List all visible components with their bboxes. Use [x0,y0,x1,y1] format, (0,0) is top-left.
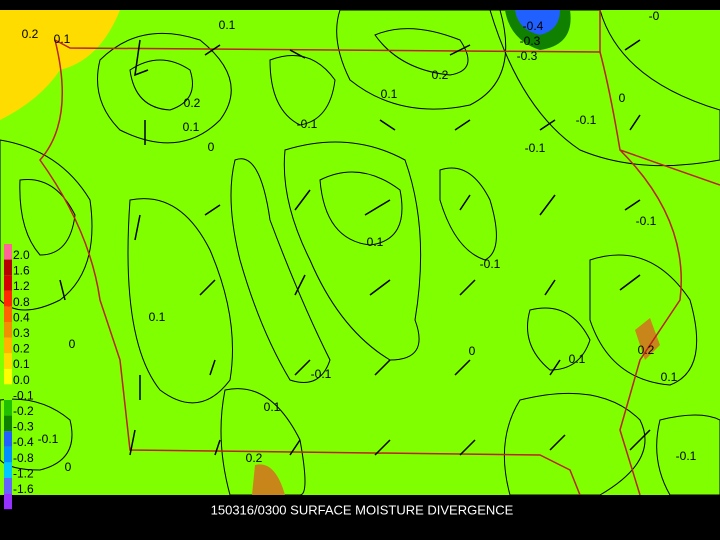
contour-label: 0.2 [638,343,655,357]
contour-label: 0.1 [219,18,236,32]
contour-label: -0.1 [480,257,501,271]
contour-label: -0.1 [636,214,657,228]
contour-label: 0 [619,91,626,105]
contour-label: 0.2 [432,68,449,82]
contour-label: 0.1 [264,400,281,414]
legend-label: -0.2 [13,404,34,418]
legend-label: 1.2 [13,279,30,293]
legend-swatch [4,493,12,510]
legend-label: 0.8 [13,295,30,309]
legend-label: 1.6 [13,264,30,278]
legend-swatch [4,275,12,291]
contour-label: 0 [469,344,476,358]
color-legend: 2.01.61.20.80.40.30.20.10.0-0.1-0.2-0.3-… [4,244,34,512]
legend-swatch [4,446,12,463]
contour-label: 0.2 [22,27,39,41]
contour-label: 0.1 [367,235,384,249]
legend-label: 2.0 [13,248,30,262]
legend-swatch [4,478,12,494]
wind-barbs [59,39,651,456]
legend-swatch [4,244,12,260]
caption-bar [0,495,720,540]
contour-label: 0.1 [183,120,200,134]
legend-swatch [4,353,12,369]
legend-label: -1.6 [13,482,34,496]
legend-label: 0.1 [13,357,30,371]
contour-label: 0 [69,337,76,351]
legend-swatch [4,322,12,338]
contour-label: -0.1 [311,367,332,381]
legend-label: 0.4 [13,310,30,324]
legend-label: -0.4 [13,435,34,449]
contour-label: 0.1 [149,310,166,324]
contour-label: 0.2 [184,96,201,110]
legend-label: -0.8 [13,451,34,465]
legend-label: -0.3 [13,420,34,434]
legend-swatch [4,462,12,478]
field-shading [0,9,720,496]
state-borders [39,10,720,496]
field-background [0,10,720,495]
legend-label: -1.2 [13,466,34,480]
contour-label: 0.1 [569,352,586,366]
legend-swatch [4,306,12,322]
contour-label: 0.2 [246,451,263,465]
contour-label: 0.1 [381,87,398,101]
contour-labels: 0.2 0.10.1 -0.4-0.3-0.3-00.20.20.10.1 -0.10… [22,9,697,474]
legend-swatch [4,259,12,276]
legend-swatch [4,384,12,400]
legend-label: 0.0 [13,373,30,387]
contour-label: -0.4 [523,19,544,33]
contour-label: 0 [208,140,215,154]
contour-label: -0.1 [297,117,318,131]
contour-label: -0 [649,9,660,23]
contour-label: -0.1 [676,449,697,463]
contour-label: -0.1 [38,432,59,446]
contour-label: 0 [65,460,72,474]
legend-label: -2.0 [13,498,34,512]
contour-label: -0.1 [525,141,546,155]
contour-label: 0.1 [54,32,71,46]
legend-label: 0.3 [13,326,30,340]
legend-swatch [4,415,12,432]
caption: 150316/0300 SURFACE MOISTURE DIVERGENCE [211,502,514,517]
legend-swatch [4,431,12,447]
legend-label: -0.1 [13,388,34,402]
legend-swatch [4,400,12,416]
contour-label: -0.3 [520,34,541,48]
contour-label: -0.3 [517,49,538,63]
legend-label: 0.2 [13,342,30,356]
legend-swatch [4,337,12,354]
contour-label: -0.1 [576,113,597,127]
legend-swatch [4,290,12,307]
legend-swatch [4,368,12,385]
contour-label: 0.1 [661,370,678,384]
